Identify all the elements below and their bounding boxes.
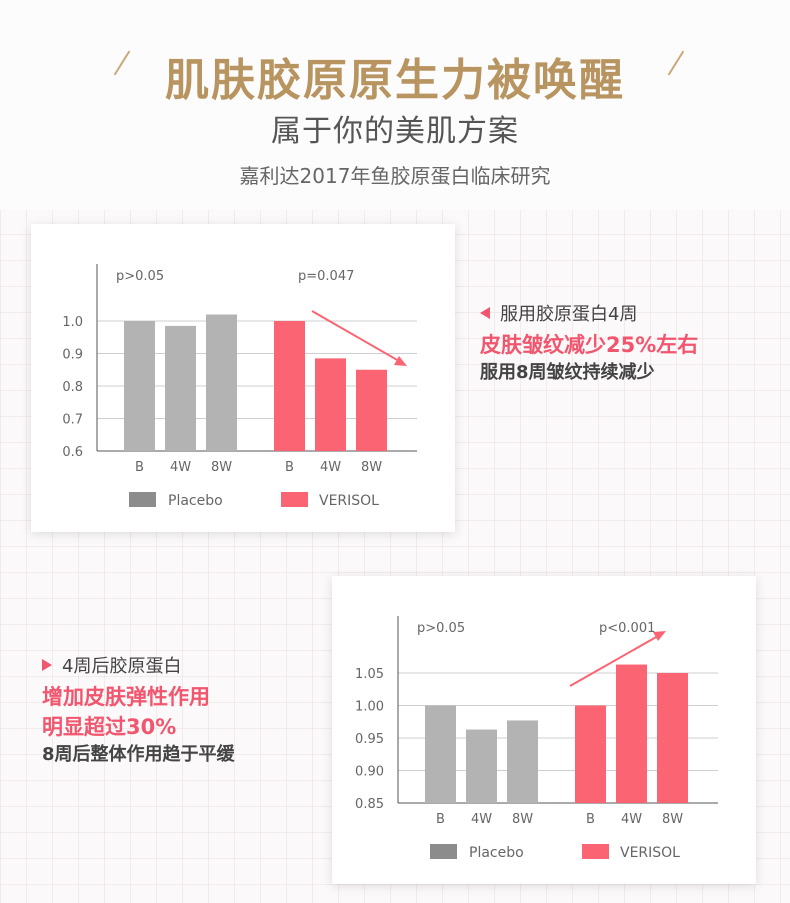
legend-label-verisol: VERISOL [620,845,680,861]
x-tick-label: 4W [471,812,492,827]
legend-swatch-placebo [129,492,156,507]
y-tick-label: 0.9 [62,348,83,363]
trend-arrow-line [569,635,659,687]
bar-verisol-b [274,321,305,451]
callout-elasticity-line1: 4周后胶原蛋白 [62,656,182,677]
callout-elasticity-line3: 8周后整体作用趋于平缓 [42,744,235,765]
y-tick-label: 1.00 [355,700,384,715]
page-title: 肌肤胶原原生力被唤醒 [165,55,625,106]
wrinkle-chart: 1.0 0.9 0.8 0.7 0.6 B 4W 8W B 4W 8W p>0.05 p=0.047 Pl… [62,264,417,509]
y-tick-label: 0.7 [62,413,83,428]
x-tick-label: 8W [512,812,533,827]
chart-card-elasticity: 1.05 1.00 0.95 0.90 0.85 B 4W 8W B 4W 8W p>0.05 p<0.… [332,576,756,884]
bar-verisol-4w [315,358,346,451]
bar-verisol-8w [356,369,387,451]
x-tick-label: 4W [320,460,341,475]
x-tick-label: B [135,460,144,475]
x-tick-label: B [285,460,294,475]
p-value-placebo: p>0.05 [116,269,164,284]
p-value-verisol: p=0.047 [298,269,354,284]
legend-label-placebo: Placebo [469,845,524,861]
elasticity-chart: 1.05 1.00 0.95 0.90 0.85 B 4W 8W B 4W 8W p>0.05 p<0.… [355,616,718,861]
x-tick-label: B [586,812,595,827]
bar-placebo-b [425,705,456,803]
p-value-placebo: p>0.05 [417,621,465,636]
x-tick-label: 8W [211,460,232,475]
callout-wrinkle-highlight: 皮肤皱纹减少25%左右 [480,333,699,357]
trend-arrow-head [653,631,666,641]
p-value-verisol: p<0.001 [599,621,655,636]
bar-verisol-b [575,705,606,803]
bar-verisol-8w [657,673,688,803]
bar-verisol-4w [616,664,647,803]
y-tick-label: 0.95 [355,732,384,747]
x-tick-label: B [436,812,445,827]
bar-placebo-8w [206,314,237,451]
y-tick-label: 0.6 [62,445,83,460]
legend-label-placebo: Placebo [168,493,223,509]
y-tick-label: 0.85 [355,797,384,812]
y-tick-label: 1.05 [355,667,384,682]
chart-card-wrinkle: 1.0 0.9 0.8 0.7 0.6 B 4W 8W B 4W 8W p>0.05 p=0.047 Pl… [31,224,455,532]
header-section [0,0,790,210]
x-tick-label: 8W [361,460,382,475]
callout-elasticity: 4周后胶原蛋白 增加皮肤弹性作用 明显超过30% 8周后整体作用趋于平缓 [42,652,332,768]
legend-swatch-verisol [582,844,609,859]
study-caption: 嘉利达2017年鱼胶原蛋白临床研究 [239,164,551,188]
bar-placebo-b [124,321,155,451]
arrow-left-icon [480,307,490,319]
x-tick-label: 8W [662,812,683,827]
callout-elasticity-highlight1: 增加皮肤弹性作用 [42,685,210,709]
callout-wrinkle-line3: 服用8周皱纹持续减少 [480,362,655,383]
callout-elasticity-highlight2: 明显超过30% [42,715,177,739]
legend-label-verisol: VERISOL [319,493,379,509]
trend-arrow-line [311,310,400,362]
x-tick-label: 4W [170,460,191,475]
trend-arrow-head [394,356,407,366]
legend-swatch-verisol [281,492,308,507]
y-tick-label: 0.8 [62,380,83,395]
y-tick-label: 0.90 [355,765,384,780]
x-tick-label: 4W [621,812,642,827]
callout-wrinkle-line1: 服用胶原蛋白4周 [500,304,638,325]
bar-placebo-4w [466,729,497,803]
bar-placebo-8w [507,720,538,803]
arrow-right-icon [42,659,52,671]
callout-wrinkle: 服用胶原蛋白4周 皮肤皱纹减少25%左右 服用8周皱纹持续减少 [480,300,780,386]
bar-placebo-4w [165,325,196,451]
y-tick-label: 1.0 [62,315,83,330]
legend-swatch-placebo [430,844,457,859]
page-subtitle: 属于你的美肌方案 [271,114,519,149]
